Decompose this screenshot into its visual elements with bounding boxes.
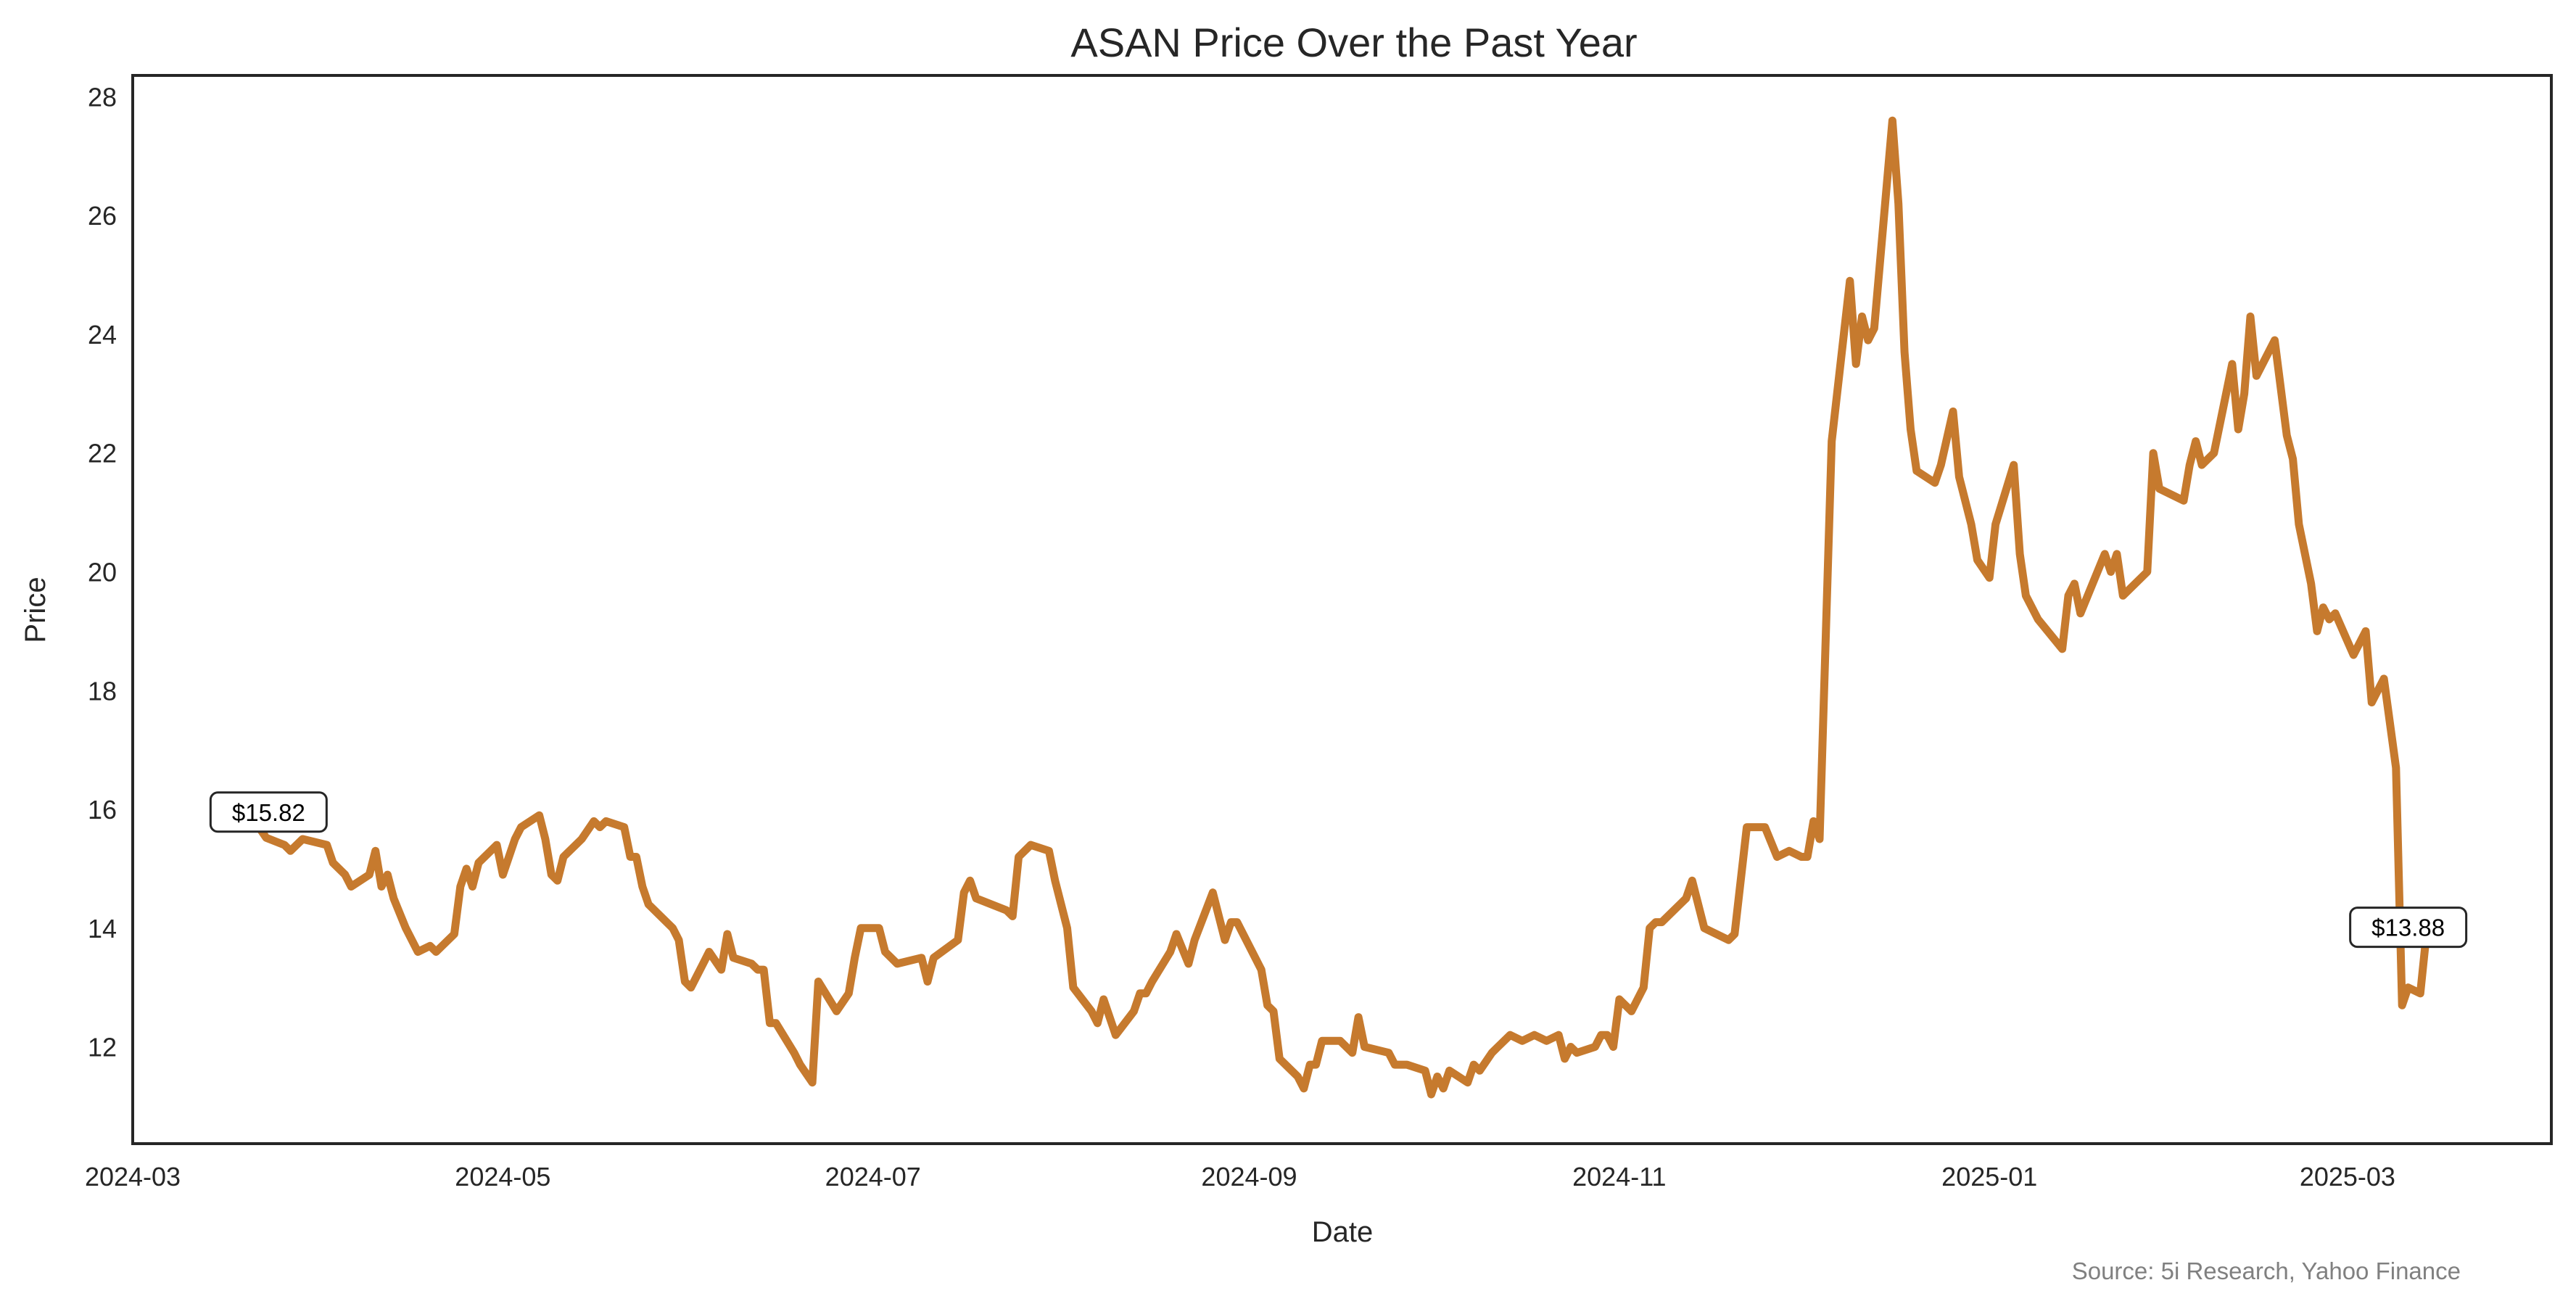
x-tick-label: 2024-05	[455, 1162, 550, 1192]
price-annotation: $15.82	[209, 791, 328, 833]
x-tick-label: 2025-03	[2300, 1162, 2395, 1192]
x-tick-label: 2024-11	[1572, 1162, 1666, 1192]
y-tick-label: 14	[88, 914, 117, 943]
annotation-label: $13.88	[2371, 914, 2445, 941]
y-tick-label: 26	[88, 201, 117, 231]
y-tick-label: 24	[88, 320, 117, 350]
y-tick-label: 20	[88, 558, 117, 587]
price-line	[249, 116, 2431, 1099]
x-axis-label: Date	[1312, 1216, 1374, 1248]
x-tick-label: 2024-09	[1201, 1162, 1297, 1192]
y-tick-label: 28	[88, 82, 117, 112]
x-tick-label: 2024-03	[85, 1162, 181, 1192]
source-note: Source: 5i Research, Yahoo Finance	[2072, 1258, 2461, 1284]
annotations: $15.82 $13.88	[209, 791, 2468, 949]
x-tick-label: 2024-07	[825, 1162, 921, 1192]
x-axis-ticks: 2024-03 2024-05 2024-07 2024-09 2024-11 2025-…	[85, 1162, 2395, 1192]
annotation-box	[2349, 907, 2468, 949]
price-annotation: $13.88	[2349, 907, 2468, 949]
y-tick-label: 18	[88, 676, 117, 706]
plot-frame	[131, 74, 2553, 1145]
y-axis-ticks: 12 14 16 18 20 22 24 26 28	[88, 82, 117, 1062]
chart-title: ASAN Price Over the Past Year	[1070, 20, 1637, 65]
y-tick-label: 12	[88, 1033, 117, 1062]
x-tick-label: 2025-01	[1941, 1162, 2037, 1192]
y-tick-label: 22	[88, 439, 117, 468]
y-tick-label: 16	[88, 795, 117, 825]
annotation-label: $15.82	[232, 799, 305, 826]
annotation-box	[209, 791, 328, 833]
y-axis-label: Price	[20, 577, 51, 643]
